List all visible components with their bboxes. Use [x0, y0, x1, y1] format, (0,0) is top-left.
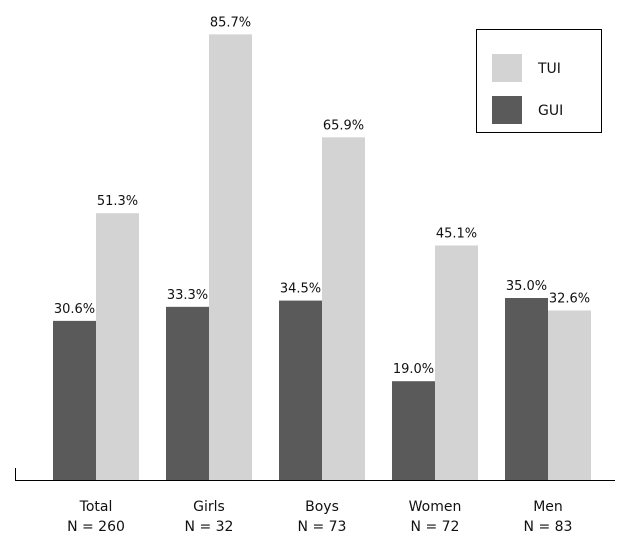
- x-tick-sublabel-total: N = 260: [67, 519, 125, 534]
- x-tick-label-men: Men: [533, 499, 563, 515]
- value-label-gui-total: 30.6%: [54, 302, 95, 317]
- legend-label-tui: TUI: [537, 61, 561, 77]
- value-label-gui-boys: 34.5%: [280, 282, 321, 297]
- value-label-gui-men: 35.0%: [506, 279, 547, 294]
- x-tick-sublabel-girls: N = 32: [185, 519, 234, 534]
- bars-layer: [53, 34, 591, 481]
- legend-swatch-tui: [492, 54, 522, 82]
- value-label-tui-girls: 85.7%: [210, 15, 251, 30]
- value-label-gui-women: 19.0%: [393, 362, 434, 377]
- bar-gui-total: [53, 320, 96, 480]
- x-tick-label-boys: Boys: [305, 499, 339, 515]
- legend-swatch-gui: [492, 96, 522, 124]
- x-tick-sublabel-women: N = 72: [411, 519, 460, 534]
- x-tick-sublabel-boys: N = 73: [298, 519, 347, 534]
- value-label-tui-total: 51.3%: [97, 194, 138, 209]
- value-label-tui-women: 45.1%: [436, 226, 477, 241]
- x-tick-label-women: Women: [409, 499, 462, 515]
- bar-tui-girls: [209, 34, 252, 481]
- x-tick-sublabel-men: N = 83: [524, 519, 573, 534]
- bar-gui-men: [505, 298, 548, 480]
- bar-tui-boys: [322, 137, 365, 480]
- bar-gui-women: [392, 381, 435, 480]
- value-labels-layer: 30.6% 51.3% 33.3% 85.7% 34.5% 65.9% 19.0% 45.1%…: [54, 15, 590, 377]
- x-axis: Total N = 260 Girls N = 32 Boys N = 73 Women N …: [15, 468, 615, 535]
- bar-gui-girls: [166, 306, 209, 480]
- legend-label-gui: GUI: [538, 103, 563, 119]
- x-tick-label-total: Total: [79, 499, 113, 515]
- value-label-tui-boys: 65.9%: [323, 118, 364, 133]
- bar-gui-boys: [279, 300, 322, 480]
- bar-tui-men: [548, 310, 591, 480]
- bar-tui-total: [96, 213, 139, 481]
- value-label-tui-men: 32.6%: [549, 291, 590, 306]
- value-label-gui-girls: 33.3%: [167, 288, 208, 303]
- legend: TUI GUI: [476, 29, 602, 133]
- x-tick-label-girls: Girls: [193, 499, 225, 515]
- bar-tui-women: [435, 245, 478, 480]
